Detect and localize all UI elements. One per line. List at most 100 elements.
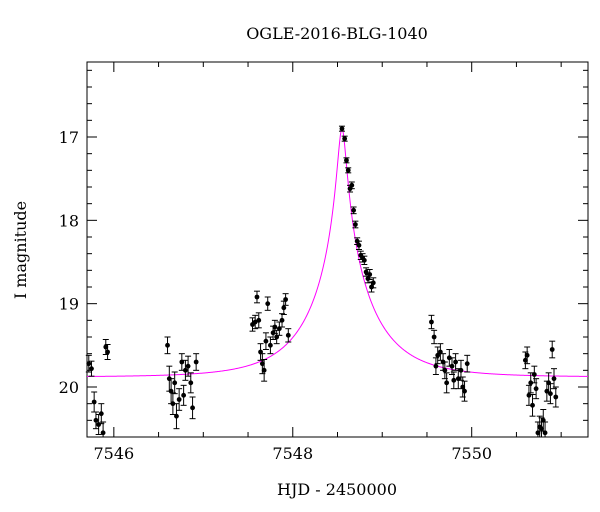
- data-marker: [176, 397, 182, 402]
- data-marker: [285, 332, 291, 338]
- data-marker: [190, 405, 195, 411]
- data-marker: [342, 136, 348, 142]
- data-marker: [98, 411, 104, 417]
- data-point: [279, 313, 286, 328]
- data-marker: [370, 280, 376, 286]
- data-marker: [458, 367, 464, 373]
- data-point: [178, 353, 185, 371]
- data-point: [264, 296, 271, 311]
- data-marker: [548, 391, 553, 397]
- data-point: [193, 353, 200, 371]
- x-axis-label: HJD - 2450000: [277, 480, 397, 499]
- data-marker: [460, 384, 466, 390]
- data-marker: [535, 430, 541, 436]
- data-marker: [170, 401, 176, 407]
- data-marker: [453, 359, 458, 365]
- data-marker: [265, 301, 271, 307]
- data-marker: [256, 317, 262, 323]
- y-tick-label: 20: [59, 378, 79, 397]
- data-marker: [103, 344, 109, 350]
- data-marker: [339, 126, 345, 132]
- data-marker: [345, 167, 351, 173]
- data-marker: [165, 342, 170, 348]
- chart-title: OGLE-2016-BLG-1040: [246, 24, 428, 43]
- data-point: [259, 353, 266, 375]
- data-marker: [429, 319, 434, 325]
- data-point: [464, 354, 471, 373]
- x-tick-label: 7548: [272, 444, 313, 463]
- data-point: [164, 336, 171, 355]
- model-curve: [87, 127, 589, 377]
- data-point: [348, 181, 355, 190]
- data-point: [461, 380, 468, 402]
- data-point: [285, 328, 292, 343]
- data-point: [434, 346, 441, 365]
- y-axis-ticks: 17 18 19 20: [59, 69, 588, 438]
- data-marker: [551, 376, 557, 382]
- data-point: [361, 255, 368, 265]
- data-point: [352, 220, 359, 229]
- data-marker: [279, 317, 285, 323]
- data-marker: [252, 319, 258, 325]
- data-point: [542, 421, 549, 437]
- data-marker: [349, 182, 355, 188]
- data-marker: [193, 359, 199, 365]
- y-tick-label: 18: [59, 211, 79, 230]
- data-point: [452, 353, 459, 371]
- data-marker: [442, 367, 448, 373]
- data-point: [180, 384, 187, 406]
- data-marker: [263, 338, 269, 344]
- data-marker: [344, 157, 349, 163]
- data-marker: [259, 361, 265, 367]
- data-marker: [351, 207, 356, 213]
- data-marker: [91, 399, 97, 405]
- data-point: [261, 359, 268, 382]
- data-marker: [435, 352, 441, 358]
- data-point: [450, 371, 457, 390]
- y-tick-label: 17: [59, 128, 79, 147]
- data-marker: [185, 363, 191, 369]
- data-point: [182, 359, 189, 381]
- data-marker: [549, 347, 555, 352]
- data-point: [350, 206, 357, 215]
- data-marker: [464, 361, 470, 367]
- y-axis-label: I magnitude: [11, 201, 30, 299]
- data-point: [100, 421, 107, 437]
- data-point: [169, 392, 176, 415]
- data-point: [171, 371, 178, 395]
- data-marker: [444, 380, 450, 386]
- data-point: [95, 414, 102, 435]
- data-point: [338, 125, 345, 132]
- data-point: [187, 372, 194, 394]
- data-point: [255, 312, 262, 329]
- data-point: [449, 357, 456, 375]
- data-point: [98, 403, 105, 425]
- data-marker: [174, 413, 179, 419]
- data-point: [536, 415, 543, 437]
- data-marker: [272, 324, 278, 330]
- data-point: [527, 372, 534, 394]
- data-point: [345, 167, 352, 174]
- data-marker: [431, 334, 437, 340]
- data-point: [253, 290, 260, 304]
- data-marker: [93, 417, 99, 423]
- data-marker: [363, 269, 369, 275]
- data-marker: [531, 372, 537, 377]
- data-point: [370, 277, 377, 289]
- data-marker: [100, 430, 106, 436]
- data-point: [524, 346, 531, 365]
- data-marker: [188, 380, 194, 386]
- data-marker: [367, 272, 373, 277]
- data-marker: [462, 388, 467, 394]
- data-point: [533, 378, 540, 400]
- data-marker: [542, 430, 548, 436]
- data-marker: [172, 380, 178, 386]
- data-marker: [451, 377, 457, 383]
- data-point: [459, 376, 466, 398]
- data-marker: [530, 402, 535, 408]
- data-point: [443, 372, 450, 394]
- data-point: [551, 368, 557, 390]
- data-marker: [268, 342, 273, 348]
- data-marker: [96, 422, 102, 427]
- plot-frame: [86, 61, 589, 438]
